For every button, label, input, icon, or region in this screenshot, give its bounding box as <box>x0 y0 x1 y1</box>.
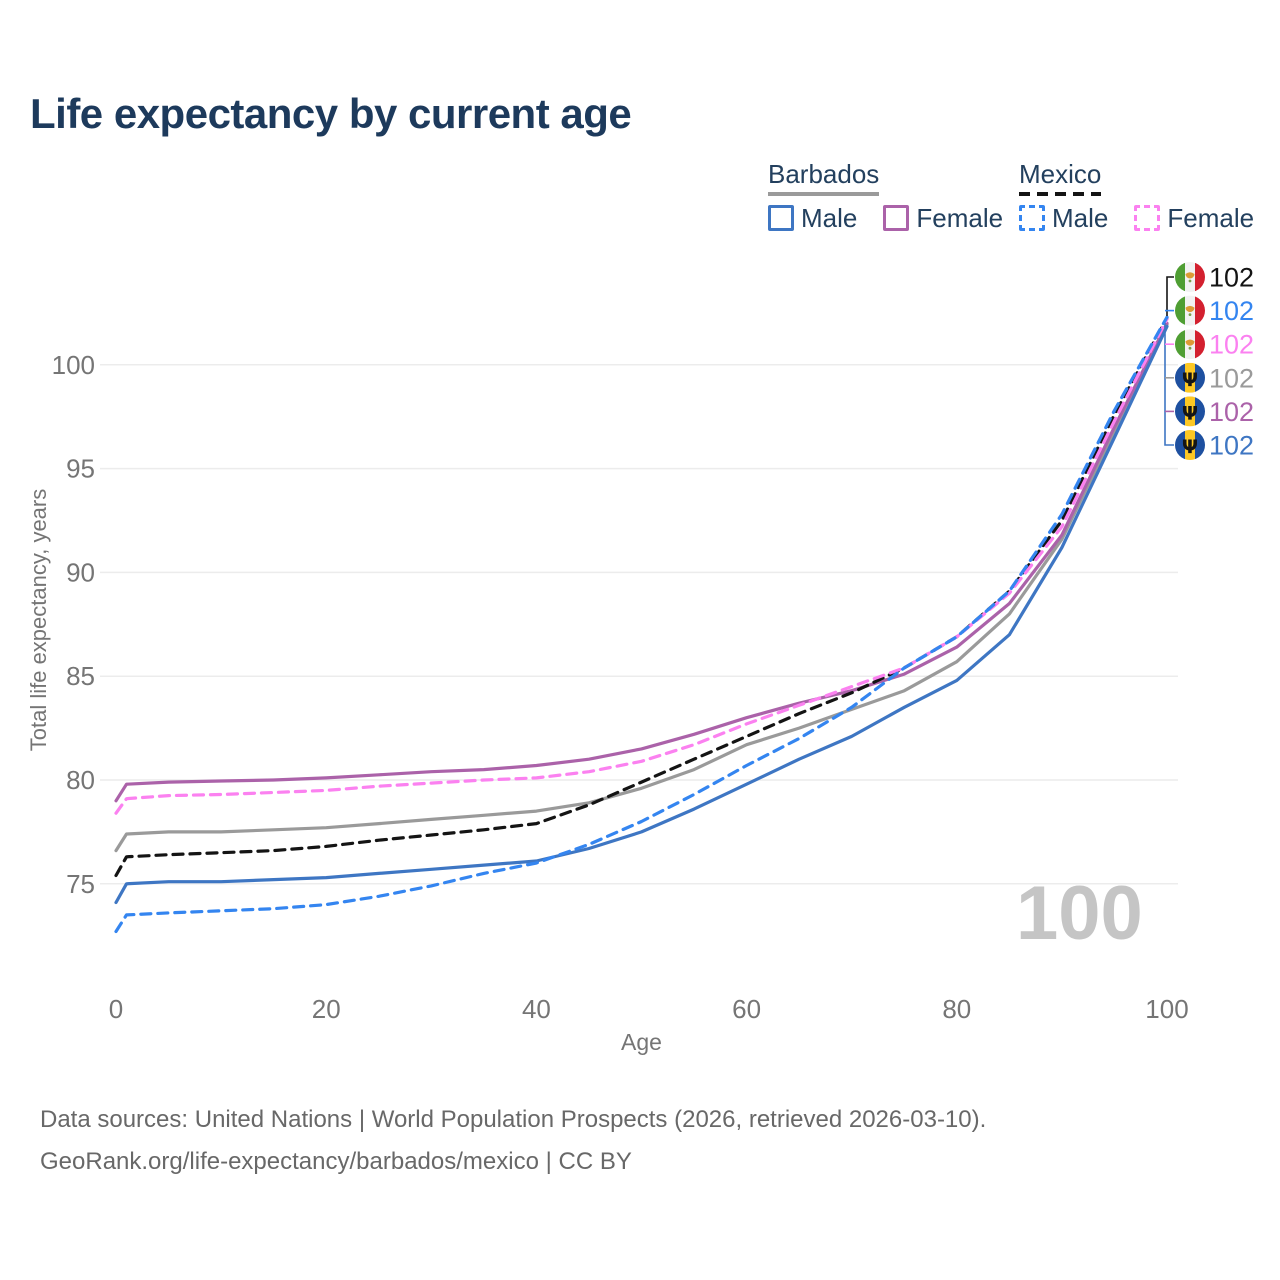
series-line-barbados-male[interactable] <box>114 324 1169 905</box>
mexico-dashed-line-key <box>1019 191 1102 196</box>
x-tick-label-20: 20 <box>312 994 341 1024</box>
mexico-male-swatch-icon <box>1019 204 1045 231</box>
y-tick-label-85: 85 <box>66 661 95 691</box>
x-tick-label-80: 80 <box>942 994 971 1024</box>
y-tick-label-95: 95 <box>66 454 95 484</box>
svg-text:Ψ: Ψ <box>1182 402 1198 424</box>
y-tick-label-100: 100 <box>52 350 95 380</box>
svg-text:Ψ: Ψ <box>1182 436 1198 458</box>
y-axis-title: Total life expectancy, years <box>26 489 51 752</box>
end-label-value-mexico-male: 102 <box>1209 296 1254 326</box>
hover-age-watermark: 100 <box>1016 871 1143 956</box>
legend-country-label: Barbados <box>768 159 880 189</box>
legend-item-mexico-male[interactable]: Male <box>1019 202 1109 233</box>
legend-group-mexico: Mexico Male Female <box>1019 160 1254 231</box>
data-sources-text: Data sources: United Nations | World Pop… <box>40 1106 987 1133</box>
y-tick-label-80: 80 <box>66 765 95 795</box>
end-label-connector-barbados-male <box>1164 324 1174 446</box>
mexico-flag-icon <box>1175 295 1205 326</box>
legend-item-barbados-male[interactable]: Male <box>768 202 858 233</box>
end-label-value-mexico-both-sexes: 102 <box>1209 263 1254 293</box>
x-tick-label-40: 40 <box>522 994 551 1024</box>
legend-item-label: Male <box>801 202 858 233</box>
barbados-flag-icon: Ψ <box>1175 430 1205 460</box>
end-label-value-barbados-female: 102 <box>1209 397 1254 427</box>
barbados-female-swatch-icon <box>883 204 910 231</box>
x-tick-label-60: 60 <box>732 994 761 1024</box>
barbados-male-swatch-icon <box>768 204 794 231</box>
y-tick-label-90: 90 <box>66 557 95 587</box>
end-label-value-barbados-both-sexes: 102 <box>1209 363 1254 393</box>
series-line-mexico-male[interactable] <box>114 315 1169 934</box>
series-line-barbados-both-sexes[interactable] <box>114 322 1169 853</box>
end-label-value-barbados-male: 102 <box>1209 431 1254 461</box>
barbados-solid-line-key <box>768 191 880 196</box>
series-line-mexico-female[interactable] <box>114 317 1169 815</box>
page-title: Life expectancy by current age <box>30 90 632 137</box>
mexico-female-swatch-icon <box>1134 204 1161 231</box>
legend-country-label: Mexico <box>1019 159 1102 189</box>
barbados-flag-icon: Ψ <box>1175 362 1205 393</box>
end-label-connector-mexico-both-sexes <box>1166 276 1174 316</box>
series-line-mexico-both-sexes[interactable] <box>114 316 1169 878</box>
legend-country-mexico[interactable]: Mexico <box>1019 159 1102 196</box>
series-line-barbados-female[interactable] <box>114 321 1169 803</box>
legend-item-barbados-female[interactable]: Female <box>883 202 1004 233</box>
legend-item-label: Female <box>1167 202 1255 233</box>
mexico-flag-icon <box>1175 329 1205 360</box>
legend-group-barbados: Barbados Male Female <box>768 160 1003 231</box>
x-tick-label-100: 100 <box>1145 994 1188 1024</box>
attribution-link-text[interactable]: GeoRank.org/life-expectancy/barbados/mex… <box>40 1148 632 1175</box>
end-label-value-mexico-female: 102 <box>1209 330 1254 360</box>
x-axis-title: Age <box>621 1029 662 1055</box>
x-tick-label-0: 0 <box>109 994 123 1024</box>
legend-country-barbados[interactable]: Barbados <box>768 159 880 196</box>
mexico-flag-icon <box>1175 262 1205 292</box>
svg-text:Ψ: Ψ <box>1182 369 1198 391</box>
legend-item-mexico-female[interactable]: Female <box>1134 202 1255 233</box>
legend-item-label: Female <box>916 202 1004 233</box>
barbados-flag-icon: Ψ <box>1175 396 1205 427</box>
y-tick-label-75: 75 <box>66 869 95 899</box>
legend-item-label: Male <box>1052 202 1109 233</box>
